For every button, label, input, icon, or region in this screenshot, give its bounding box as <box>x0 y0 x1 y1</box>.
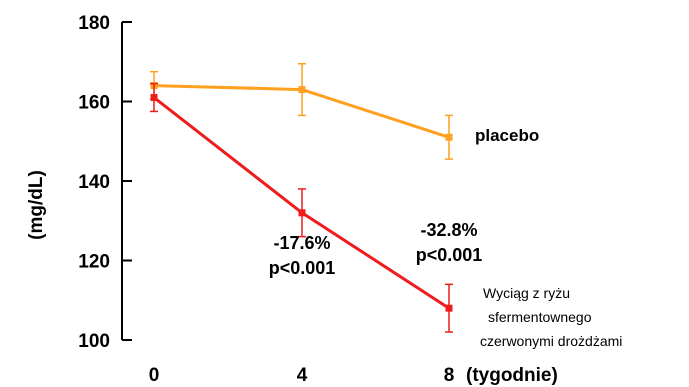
annotations: -17.6% p<0.001 -32.8% p<0.001 <box>269 220 483 278</box>
data-point <box>445 304 453 312</box>
y-tick-label: 180 <box>78 13 110 34</box>
series-layer <box>150 62 453 333</box>
annotation-line: p<0.001 <box>416 245 483 265</box>
y-tick-label: 100 <box>78 331 110 352</box>
y-tick-label: 160 <box>78 93 110 114</box>
data-point <box>298 86 306 94</box>
series-label-placebo: placebo <box>475 126 539 145</box>
annotation: -32.8% p<0.001 <box>416 220 483 265</box>
series-label-ryz-line: Wyciąg z ryżu <box>483 285 570 301</box>
annotation-line: -32.8% <box>420 220 477 240</box>
series-1 <box>150 82 453 333</box>
data-point <box>150 94 158 102</box>
annotation-line: -17.6% <box>273 233 330 253</box>
axes: 100 120 140 160 180 0 4 8 <box>78 13 454 386</box>
y-ticks: 100 120 140 160 180 <box>78 13 132 352</box>
x-tick-label: 4 <box>297 365 308 386</box>
series-label-ryz-line: czerwonymi drożdżami <box>480 333 622 349</box>
y-tick-label: 140 <box>78 172 110 193</box>
y-tick-label: 120 <box>78 252 110 273</box>
series-labels: placebo Wyciąg z ryżu sfermentownego czerwo… <box>475 126 622 349</box>
data-point <box>445 133 453 141</box>
annotation-line: p<0.001 <box>269 258 336 278</box>
x-axis-title: (tygodnie) <box>466 365 558 386</box>
x-tick-label: 8 <box>444 365 455 386</box>
x-ticks: 0 4 8 <box>149 365 455 386</box>
series-0 <box>150 62 453 160</box>
series-label-ryz-line: sfermentownego <box>488 309 592 325</box>
annotation: -17.6% p<0.001 <box>269 233 336 278</box>
x-tick-label: 0 <box>149 365 160 386</box>
data-point <box>298 209 306 217</box>
y-axis-title: (mg/dL) <box>26 170 47 240</box>
